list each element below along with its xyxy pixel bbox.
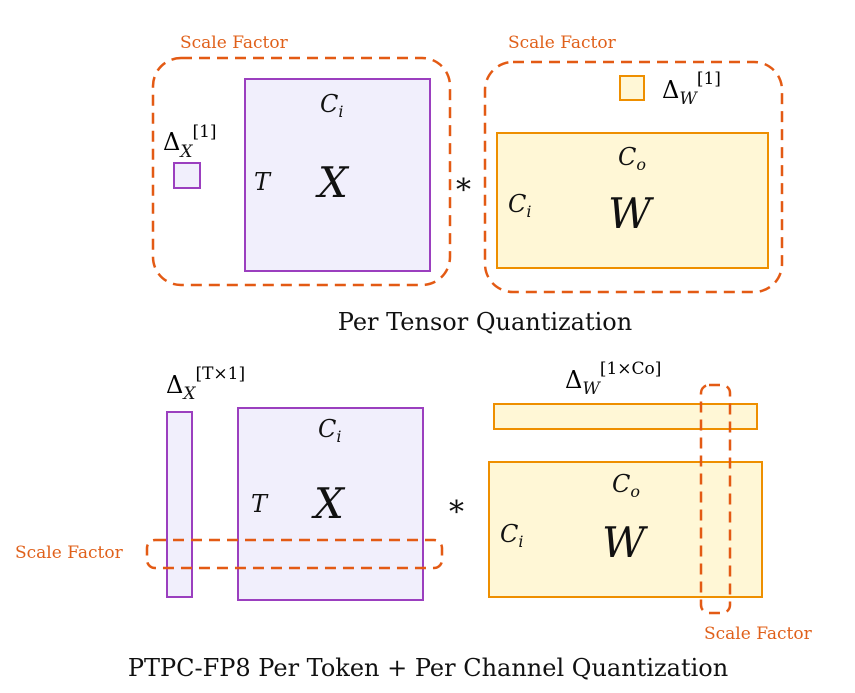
x-matrix	[244, 78, 431, 272]
scale-factor-label: Scale Factor	[15, 543, 124, 563]
w-label: W	[608, 189, 655, 238]
per-tensor-section: Scale Factor ΔX[1] Ci T X * Scale Factor…	[151, 33, 784, 336]
ptpc-title: PTPC-FP8 Per Token + Per Channel Quantiz…	[128, 654, 728, 682]
x-label: X	[311, 479, 346, 528]
delta-x-label: ΔX[T×1]	[166, 364, 245, 404]
w-matrix	[496, 132, 769, 269]
x-label: X	[315, 158, 350, 207]
w-label: W	[602, 518, 649, 567]
ptpc-section: ΔX[T×1] Ci T X Scale Factor * ΔW[1×Co] C…	[15, 359, 813, 682]
w-matrix	[488, 461, 763, 598]
w-row-label: Ci	[500, 520, 524, 551]
scale-factor-label: Scale Factor	[704, 624, 813, 644]
delta-x-per-token-box	[166, 411, 193, 598]
x-row-label: T	[254, 168, 272, 196]
x-col-label: Ci	[318, 415, 342, 446]
scale-factor-region-w	[483, 60, 784, 294]
multiply-symbol: *	[456, 173, 471, 208]
x-matrix	[237, 407, 424, 601]
delta-w-scale-box	[619, 75, 645, 101]
w-col-label: Co	[618, 143, 646, 174]
scale-factor-region-token	[145, 538, 444, 570]
scale-factor-label: Scale Factor	[508, 33, 617, 53]
w-row-label: Ci	[508, 190, 532, 221]
scale-factor-label: Scale Factor	[180, 33, 289, 53]
x-col-label: Ci	[320, 90, 344, 121]
scale-factor-region-channel	[699, 383, 732, 615]
delta-x-scale-box	[173, 162, 201, 189]
x-row-label: T	[251, 490, 269, 518]
multiply-symbol: *	[449, 495, 464, 530]
delta-w-per-channel-box	[493, 403, 758, 430]
w-col-label: Co	[612, 470, 640, 501]
delta-w-label: ΔW[1×Co]	[565, 359, 661, 399]
delta-w-label: ΔW[1]	[662, 69, 721, 109]
scale-factor-region-x	[151, 56, 452, 287]
delta-x-label: ΔX[1]	[163, 122, 217, 162]
per-tensor-title: Per Tensor Quantization	[338, 308, 632, 336]
